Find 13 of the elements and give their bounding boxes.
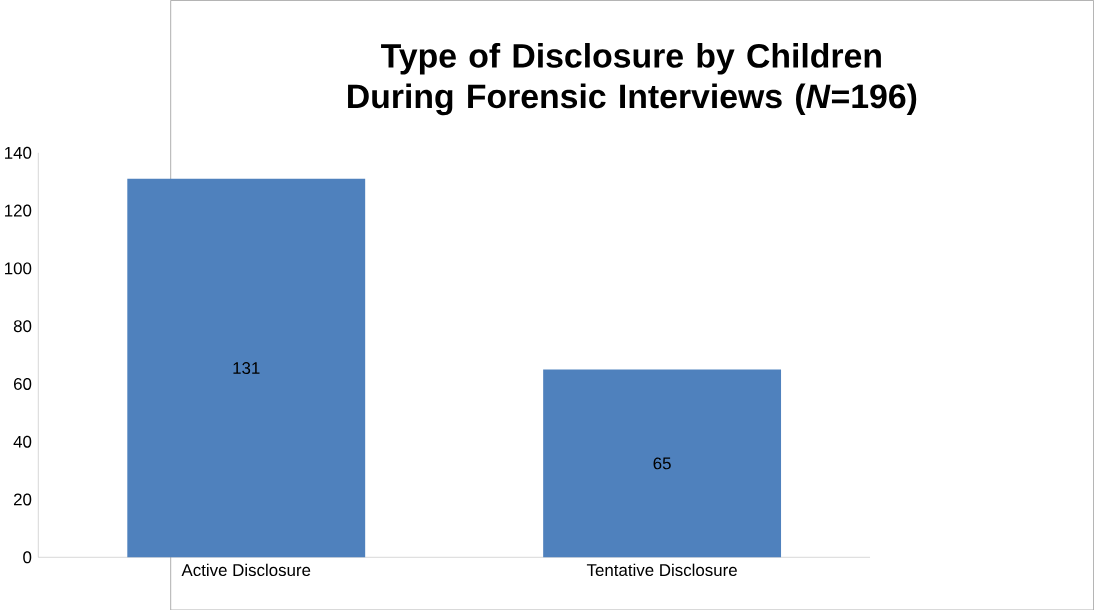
y-tick-label: 80 <box>13 319 32 332</box>
data-label: 131 <box>233 361 260 374</box>
y-tick-label: 40 <box>13 435 32 448</box>
x-tick-label: Active Disclosure <box>181 563 311 576</box>
y-tick-label: 120 <box>5 204 32 217</box>
data-label: 65 <box>653 457 671 470</box>
y-tick-label: 100 <box>5 262 32 275</box>
x-tick-label: Tentative Disclosure <box>586 563 737 576</box>
y-tick-label: 140 <box>5 146 32 159</box>
y-tick-label: 0 <box>23 551 32 564</box>
y-tick-label: 60 <box>14 377 32 390</box>
y-tick-label: 20 <box>13 493 32 506</box>
chart-title: Type of Disclosure by Children During Forensic Interviews (N=196) <box>348 42 917 115</box>
